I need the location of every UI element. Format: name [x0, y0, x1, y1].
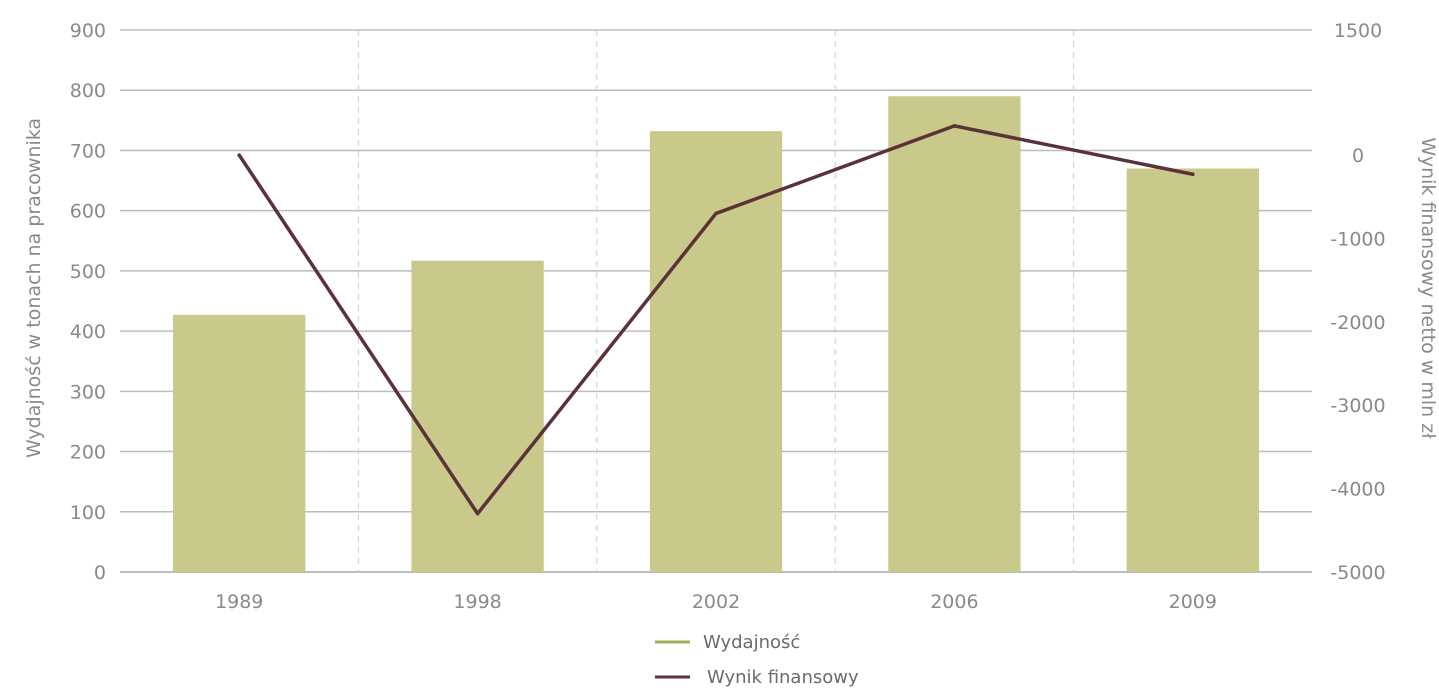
line-point-1998: [475, 511, 480, 516]
right-tick-label: -4000: [1330, 479, 1385, 501]
left-axis-title: Wydajność w tonach na pracownika: [23, 118, 45, 458]
bar-2002: [649, 131, 783, 572]
bar-1989: [173, 314, 306, 572]
bar-1998: [411, 260, 544, 572]
left-tick-label: 400: [70, 321, 106, 343]
x-tick-label: 2009: [1169, 591, 1217, 613]
legend-label-line: Wynik finansowy: [707, 667, 859, 688]
right-axis-title: Wynik finansowy netto w mln zł: [1417, 137, 1439, 439]
right-tick-label: 1500: [1334, 20, 1382, 42]
bar-2006: [888, 96, 1021, 572]
left-tick-label: 700: [70, 140, 106, 162]
legend: Wydajność Wynik finansowy: [655, 632, 859, 688]
left-tick-label: 500: [70, 261, 106, 283]
left-tick-label: 200: [70, 442, 106, 464]
x-tick-label: 2006: [930, 591, 978, 613]
legend-label-bars: Wydajność: [703, 632, 800, 653]
left-tick-label: 0: [94, 562, 106, 584]
left-tick-label: 800: [70, 80, 106, 102]
x-tick-label: 1998: [453, 591, 501, 613]
right-tick-label: -5000: [1330, 562, 1385, 584]
right-tick-label: -1000: [1330, 228, 1385, 250]
x-tick-label: 2002: [692, 591, 740, 613]
x-tick-label: 1989: [215, 591, 263, 613]
left-tick-label: 600: [70, 201, 106, 223]
line-point-2006: [952, 124, 957, 128]
right-tick-label: -2000: [1330, 312, 1385, 334]
left-tick-label: 300: [70, 381, 106, 403]
line-series: [237, 124, 1195, 516]
line-point-2002: [714, 211, 718, 216]
x-axis-ticks: 1989 1998 2002 2006 2009: [215, 591, 1217, 613]
right-tick-label: 0: [1352, 145, 1364, 167]
left-axis-ticks: 0 100 200 300 400 500 600 700 800 900: [70, 20, 106, 584]
right-tick-label: -3000: [1330, 395, 1385, 417]
right-axis-ticks: -5000 -4000 -3000 -2000 -1000 0 1500: [1330, 20, 1385, 584]
line-point-1989: [237, 153, 241, 157]
bar-2009: [1126, 168, 1259, 572]
bars: [173, 96, 1259, 572]
line-point-2009: [1191, 172, 1195, 177]
left-tick-label: 100: [70, 502, 106, 524]
left-tick-label: 900: [70, 20, 106, 42]
